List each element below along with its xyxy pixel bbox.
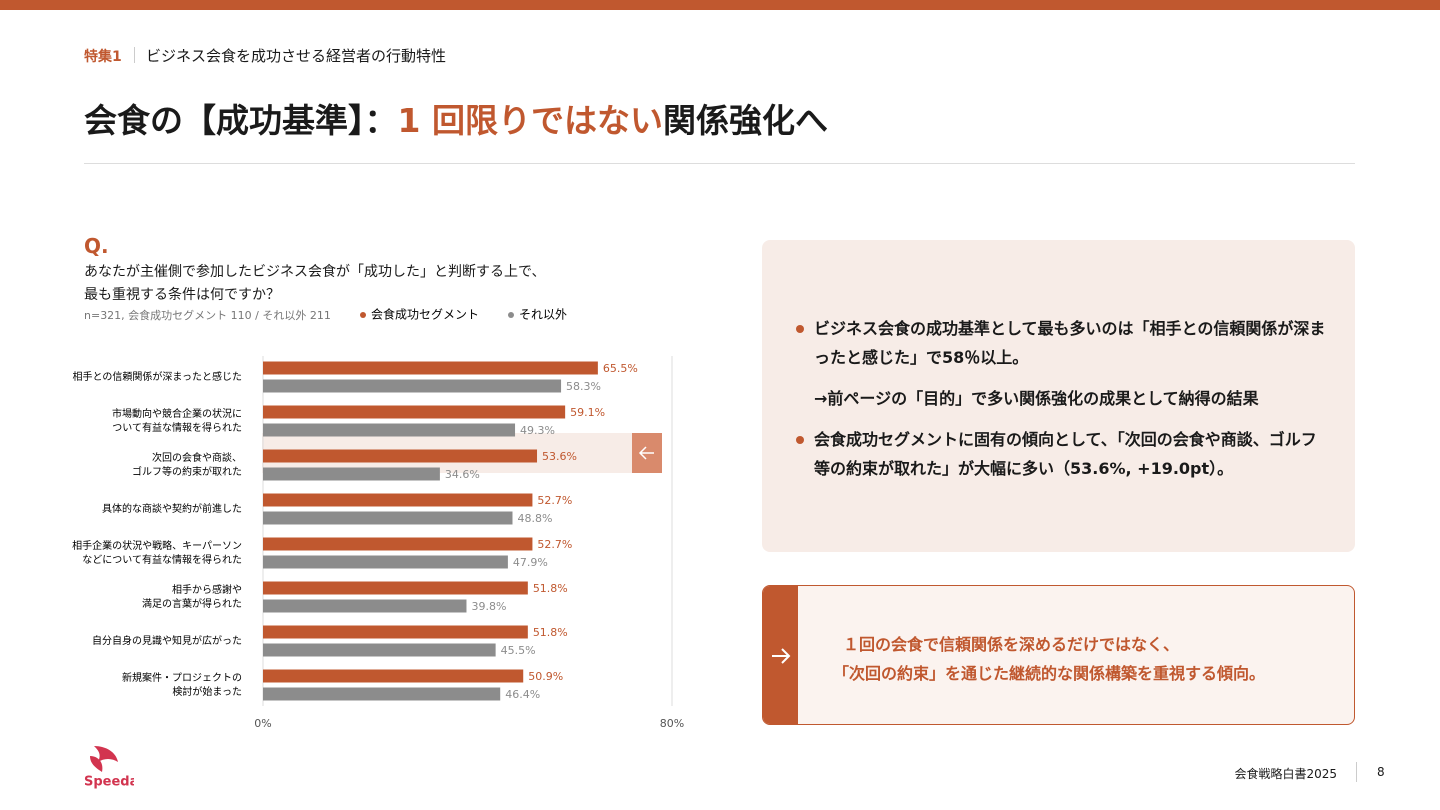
logo-text: Speeda xyxy=(84,775,134,790)
top-stripe xyxy=(0,0,1440,10)
question-mark: Q. xyxy=(84,234,109,258)
conclusion-line: １回の会食で信頼関係を深めるだけではなく、 xyxy=(843,635,1180,654)
sample-note: n=321, 会食成功セグメント 110 / それ以外 211 xyxy=(84,309,331,322)
conclusion-box: １回の会食で信頼関係を深めるだけではなく、 「次回の約束」を通じた継続的な関係構… xyxy=(762,585,1355,725)
value-label: 51.8% xyxy=(533,582,568,595)
value-label: 49.3% xyxy=(520,424,555,437)
bar xyxy=(263,405,566,419)
conclusion-line: 「次回の約束」を通じた継続的な関係構築を重視する傾向。 xyxy=(833,664,1266,683)
y-tick-label: 相手企業の状況や戦略、キーパーソン xyxy=(72,539,242,552)
value-label: 65.5% xyxy=(603,362,638,375)
bar xyxy=(263,669,524,683)
bar xyxy=(263,467,440,481)
value-label: 58.3% xyxy=(566,380,601,393)
chart: 会食成功セグメント それ以外 0% 80% 相手との信頼関係が深まったと感じた 65.5%… xyxy=(72,307,684,731)
value-label: 50.9% xyxy=(528,670,563,683)
y-tick-label: 相手との信頼関係が深まったと感じた xyxy=(73,370,243,383)
y-tick-label: ついて有益な情報を得られた xyxy=(112,421,242,434)
bar xyxy=(263,687,501,701)
section-subtitle: ビジネス会食を成功させる経営者の行動特性 xyxy=(146,47,447,65)
bar xyxy=(263,643,496,657)
bar xyxy=(263,625,528,639)
y-tick-label: 次回の会食や商談、 xyxy=(152,451,242,464)
page-number: 8 xyxy=(1377,765,1385,779)
y-tick-label: ゴルフ等の約束が取れた xyxy=(132,465,242,478)
bar xyxy=(263,599,467,613)
question: あなたが主催側で参加したビジネス会食が「成功した」と判断する上で、 最も重視する… xyxy=(84,261,545,307)
bar xyxy=(263,537,533,551)
value-label: 52.7% xyxy=(537,494,572,507)
value-label: 34.6% xyxy=(445,468,480,481)
question-line: 最も重視する条件は何ですか？ xyxy=(84,287,280,303)
y-tick-label: 市場動向や競合企業の状況に xyxy=(112,407,242,420)
y-tick-label: 相手から感謝や xyxy=(172,583,242,596)
finding: 会食成功セグメントに固有の傾向として、「次回の会食や商談、ゴルフ等の約束が取れた… xyxy=(796,425,1327,483)
y-tick-label: 具体的な商談や契約が前進した xyxy=(102,502,242,515)
logo: Speeda xyxy=(84,746,134,790)
bar xyxy=(263,581,528,595)
highlight-arrow xyxy=(638,446,654,460)
value-label: 59.1% xyxy=(570,406,605,419)
findings-box: ビジネス会食の成功基準として最も多いのは「相手との信頼関係が深まったと感じた」で… xyxy=(762,240,1355,552)
value-label: 51.8% xyxy=(533,626,568,639)
arrow-icon xyxy=(772,648,791,664)
bar xyxy=(263,511,513,525)
bar xyxy=(263,449,538,463)
title-part: 会食の【成功基準】： xyxy=(84,101,398,140)
y-tick-label: などについて有益な情報を得られた xyxy=(82,553,242,566)
y-tick-label: 検討が始まった xyxy=(172,685,242,698)
y-tick-label: 新規案件・プロジェクトの xyxy=(122,671,242,684)
title: 会食の【成功基準】：1 回限りではない関係強化へ xyxy=(84,94,828,142)
bar xyxy=(263,361,598,375)
bar xyxy=(263,423,516,437)
value-label: 47.9% xyxy=(513,556,548,569)
legend-marker xyxy=(508,312,514,318)
separator xyxy=(1356,762,1357,782)
bar xyxy=(263,493,533,507)
value-label: 52.7% xyxy=(537,538,572,551)
value-label: 53.6% xyxy=(542,450,577,463)
value-label: 45.5% xyxy=(501,644,536,657)
y-tick-label: 満足の言葉が得られた xyxy=(142,597,242,610)
question-line: あなたが主催側で参加したビジネス会食が「成功した」と判断する上で、 xyxy=(84,264,546,280)
bar xyxy=(263,379,562,393)
x-tick-label: 80% xyxy=(660,717,684,730)
value-label: 48.8% xyxy=(517,512,552,525)
x-tick-label: 0% xyxy=(254,717,271,730)
publication: 会食戦略白書2025 xyxy=(1234,767,1337,781)
bar xyxy=(263,555,508,569)
finding-note: →前ページの「目的」で多い関係強化の成果として納得の結果 xyxy=(814,389,1259,408)
legend-marker xyxy=(360,312,366,318)
conclusion: １回の会食で信頼関係を深めるだけではなく、 「次回の約束」を通じた継続的な関係構… xyxy=(833,630,1265,688)
section-label: 特集1 xyxy=(84,49,122,65)
value-label: 39.8% xyxy=(471,600,506,613)
value-label: 46.4% xyxy=(505,688,540,701)
finding: ビジネス会食の成功基準として最も多いのは「相手との信頼関係が深まったと感じた」で… xyxy=(796,314,1327,372)
y-tick-label: 自分自身の見識や知見が広がった xyxy=(92,634,242,647)
title-accent: 1 回限りではない xyxy=(397,101,663,140)
legend-label: 会食成功セグメント xyxy=(371,307,479,322)
divider xyxy=(84,163,1355,164)
conclusion-strip xyxy=(763,586,798,724)
title-part: 関係強化へ xyxy=(662,101,828,140)
legend-label: それ以外 xyxy=(519,308,567,322)
separator xyxy=(134,47,135,63)
